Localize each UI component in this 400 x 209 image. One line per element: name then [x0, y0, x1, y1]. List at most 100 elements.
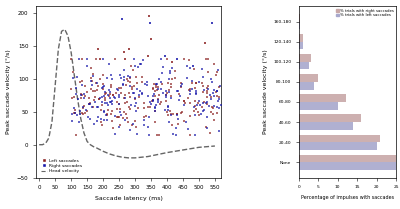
Point: [80, 104, 87, 108]
Bar: [299, 22, 300, 29]
Point: [78, 93, 84, 96]
Point: [131, 84, 138, 88]
Bar: [299, 42, 303, 49]
Point: [193, 92, 199, 96]
Point: [145, 126, 151, 129]
Point: [168, 61, 175, 64]
Point: [78, 79, 85, 83]
Point: [178, 84, 184, 87]
Point: [187, 114, 193, 117]
Point: [78, 96, 84, 100]
Point: [203, 116, 210, 119]
Point: [94, 88, 100, 92]
Point: [165, 88, 172, 92]
Point: [181, 99, 187, 102]
Bar: [299, 155, 400, 162]
Point: [122, 57, 129, 61]
Point: [86, 103, 92, 106]
Point: [165, 113, 171, 117]
Point: [91, 98, 98, 102]
Point: [105, 93, 111, 96]
Point: [93, 57, 100, 61]
Point: [193, 81, 199, 84]
Point: [86, 97, 92, 100]
Point: [208, 77, 214, 81]
Point: [126, 105, 132, 108]
Point: [204, 89, 210, 93]
Point: [84, 57, 90, 61]
Point: [84, 90, 91, 94]
Point: [151, 107, 158, 110]
Point: [205, 70, 212, 74]
Point: [68, 57, 74, 61]
Point: [142, 83, 148, 86]
Point: [155, 77, 162, 80]
Point: [145, 94, 152, 98]
Point: [129, 87, 135, 91]
Point: [186, 66, 193, 69]
Point: [119, 18, 126, 21]
Point: [128, 64, 134, 68]
Point: [68, 88, 74, 91]
Point: [211, 89, 217, 92]
Point: [158, 87, 164, 90]
Point: [108, 120, 115, 123]
Point: [139, 80, 146, 84]
Point: [136, 94, 142, 97]
Point: [144, 105, 151, 108]
Point: [116, 103, 122, 106]
Point: [139, 59, 146, 62]
Point: [132, 125, 139, 128]
Point: [112, 115, 118, 118]
Point: [191, 68, 198, 71]
Point: [208, 21, 215, 24]
Point: [116, 115, 122, 119]
Point: [209, 106, 215, 109]
Point: [216, 85, 222, 89]
Point: [145, 115, 152, 119]
Point: [166, 77, 173, 80]
Point: [99, 85, 106, 88]
Point: [93, 81, 100, 84]
Point: [95, 105, 101, 108]
Point: [189, 64, 196, 67]
Bar: [299, 74, 318, 82]
Point: [169, 78, 175, 81]
Point: [83, 64, 90, 67]
Point: [116, 86, 122, 89]
Point: [116, 94, 123, 97]
Point: [166, 69, 173, 72]
Point: [89, 79, 95, 82]
Point: [144, 81, 150, 84]
Point: [172, 76, 178, 79]
Point: [158, 71, 165, 75]
Bar: [299, 162, 400, 170]
Point: [121, 75, 127, 79]
Point: [208, 98, 214, 101]
Point: [154, 133, 160, 136]
Point: [192, 87, 198, 90]
Point: [134, 88, 140, 91]
Point: [99, 103, 105, 106]
Point: [106, 63, 112, 66]
Point: [205, 57, 212, 61]
Point: [154, 88, 160, 91]
Point: [69, 97, 76, 100]
Point: [182, 101, 188, 105]
Point: [149, 98, 156, 102]
Point: [117, 108, 124, 111]
Point: [102, 98, 108, 102]
X-axis label: Saccade latency (ms): Saccade latency (ms): [95, 196, 162, 201]
Point: [81, 92, 87, 96]
Point: [214, 90, 220, 93]
Point: [183, 121, 190, 124]
Point: [82, 94, 88, 97]
Point: [132, 96, 138, 99]
Point: [104, 112, 111, 115]
Point: [152, 94, 158, 98]
Point: [110, 93, 116, 96]
Point: [116, 95, 122, 98]
Point: [121, 78, 127, 82]
Legend: % trials with right saccades, % trials with left saccades: % trials with right saccades, % trials w…: [335, 8, 394, 18]
Point: [90, 73, 96, 76]
